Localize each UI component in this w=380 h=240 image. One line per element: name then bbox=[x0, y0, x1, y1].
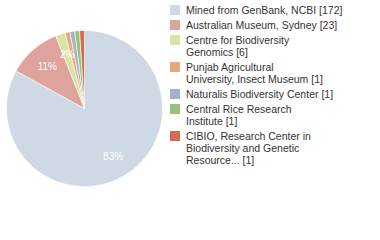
html-text:Centre for Biodiversity Genomi: Centre for Biodiversity Genomics [6] bbox=[186, 34, 290, 58]
html-text:Mined from GenBank, NCBI [172]: Mined from GenBank, NCBI [172] bbox=[186, 4, 343, 16]
html-text:Naturalis Biodiversity Center: Naturalis Biodiversity Center [1] bbox=[186, 88, 334, 100]
html-text:CIBIO, Research Center in Biod: CIBIO, Research Center in Biodiversity a… bbox=[186, 130, 311, 166]
html-text:Punjab Agricultural University: Punjab Agricultural University, Insect M… bbox=[186, 61, 323, 85]
svg-text:2%: 2% bbox=[60, 49, 75, 60]
svg-text:11%: 11% bbox=[38, 61, 57, 72]
svg-text:83%: 83% bbox=[103, 151, 123, 162]
html-text:Central Rice Research Institut: Central Rice Research Institute [1] bbox=[186, 103, 292, 127]
html-text:Australian Museum, Sydney [23]: Australian Museum, Sydney [23] bbox=[186, 19, 338, 31]
